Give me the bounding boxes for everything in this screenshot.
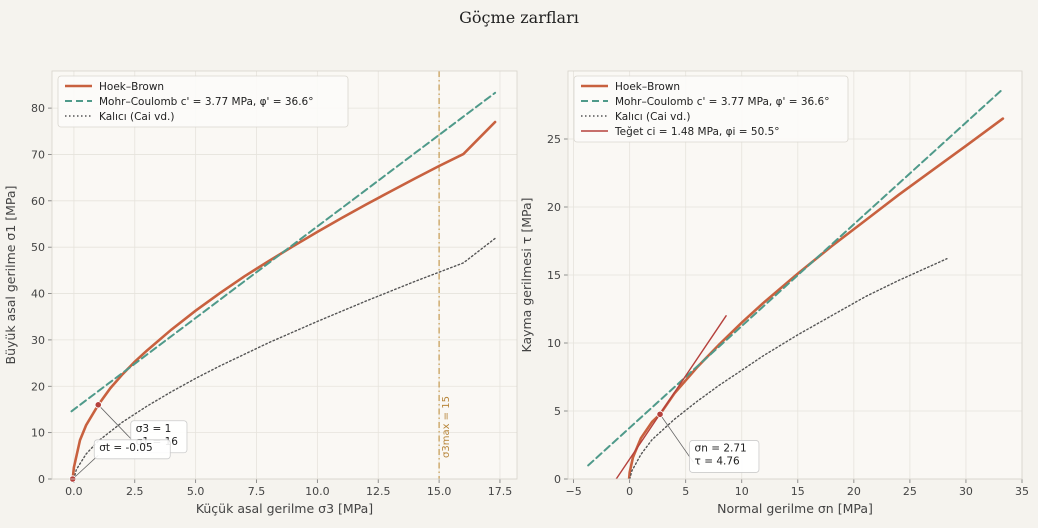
annotation-box (93, 439, 171, 460)
legend-label: Mohr–Coulomb c' = 3.77 MPa, φ' = 36.6° (99, 96, 313, 108)
x-tick-label: 12.5 (366, 485, 391, 498)
legend: Hoek–Brown Mohr–Coulomb c' = 3.77 MPa, φ'… (573, 75, 849, 143)
series-line-2 (587, 89, 1003, 467)
y-tick-label: 25 (547, 133, 561, 146)
x-tick-label: 10.0 (305, 485, 330, 498)
series-line-3 (73, 237, 496, 479)
x-tick-label: 25 (903, 485, 917, 498)
legend-label: Kalıcı (Cai vd.) (615, 111, 690, 123)
y-tick-label: 10 (547, 337, 561, 350)
legend: Hoek–Brown Mohr–Coulomb c' = 3.77 MPa, φ'… (57, 75, 349, 128)
x-tick-label: 15 (791, 485, 805, 498)
x-tick-label: 0.0 (65, 485, 83, 498)
x-tick-label: −5 (565, 485, 581, 498)
y-tick-label: 30 (31, 334, 45, 347)
x-tick-label: 2.5 (126, 485, 144, 498)
x-tick-label: 17.5 (488, 485, 513, 498)
y-tick-label: 20 (31, 380, 45, 393)
legend-label: Kalıcı (Cai vd.) (99, 111, 174, 123)
plot-content (587, 89, 1005, 479)
annotation-text: σ3 = 1 (136, 423, 172, 435)
plot-content: σ3max = 15 (70, 71, 497, 479)
y-tick-label: 50 (31, 241, 45, 254)
chart-1: 0.0 2.5 5.0 7.5 10.0 12.5 15.0 17.5 0 10 20 30 40 50 6… (3, 70, 518, 516)
y-tick-label: 10 (31, 427, 45, 440)
annotation-arrow (72, 454, 99, 480)
y-tick-label: 70 (31, 148, 45, 161)
vline-label: σ3max = 15 (441, 396, 452, 458)
y-axis-label: Kayma gerilmesi τ [MPa] (519, 197, 534, 352)
x-axis-label: Normal gerilme σn [MPa] (717, 501, 873, 516)
x-tick-label: 15.0 (427, 485, 452, 498)
plot-frame (51, 70, 518, 480)
data-point (94, 401, 102, 409)
y-tick-label: 5 (554, 405, 561, 418)
annotation-box (689, 440, 760, 473)
x-tick-label: 0 (626, 485, 633, 498)
annotation-text: σt = -0.05 (99, 442, 152, 454)
legend-frame (57, 75, 349, 128)
legend-label: Hoek–Brown (99, 81, 164, 93)
y-tick-label: 20 (547, 201, 561, 214)
y-tick-label: 0 (554, 473, 561, 486)
x-tick-label: 5.0 (187, 485, 205, 498)
figure-title: Göçme zarfları (459, 8, 579, 27)
x-tick-label: 30 (959, 485, 973, 498)
x-axis-label: Küçük asal gerilme σ3 [MPa] (196, 501, 373, 516)
data-point (656, 410, 664, 418)
legend-label: Mohr–Coulomb c' = 3.77 MPa, φ' = 36.6° (615, 96, 829, 108)
y-axis-label: Büyük asal gerilme σ1 [MPa] (3, 186, 18, 365)
legend-label: Hoek–Brown (615, 81, 680, 93)
chart-2: −5 0 5 10 15 20 25 30 35 0 5 10 15 20 25 Normal gerilme… (519, 70, 1029, 516)
plot-frame (567, 70, 1023, 480)
x-tick-label: 5 (682, 485, 689, 498)
x-tick-label: 20 (847, 485, 861, 498)
y-tick-label: 40 (31, 288, 45, 301)
annotation-arrow (97, 404, 136, 444)
series-line-1 (627, 117, 1005, 479)
series-line-2 (70, 91, 497, 413)
x-tick-label: 7.5 (248, 485, 266, 498)
y-tick-label: 0 (38, 473, 45, 486)
x-tick-label: 35 (1015, 485, 1029, 498)
legend-frame (573, 75, 849, 143)
annotation-text: σn = 2.71 (695, 442, 747, 454)
series-line-1 (71, 120, 497, 479)
legend-label: Teğet ci = 1.48 MPa, φi = 50.5° (614, 126, 780, 138)
series-line-3 (629, 258, 948, 479)
y-tick-label: 60 (31, 195, 45, 208)
series-line-4 (615, 315, 727, 479)
y-tick-label: 80 (31, 102, 45, 115)
x-tick-label: 10 (735, 485, 749, 498)
annotation-arrow (659, 414, 694, 463)
annotation-text: τ = 4.76 (695, 455, 740, 467)
y-tick-label: 15 (547, 269, 561, 282)
